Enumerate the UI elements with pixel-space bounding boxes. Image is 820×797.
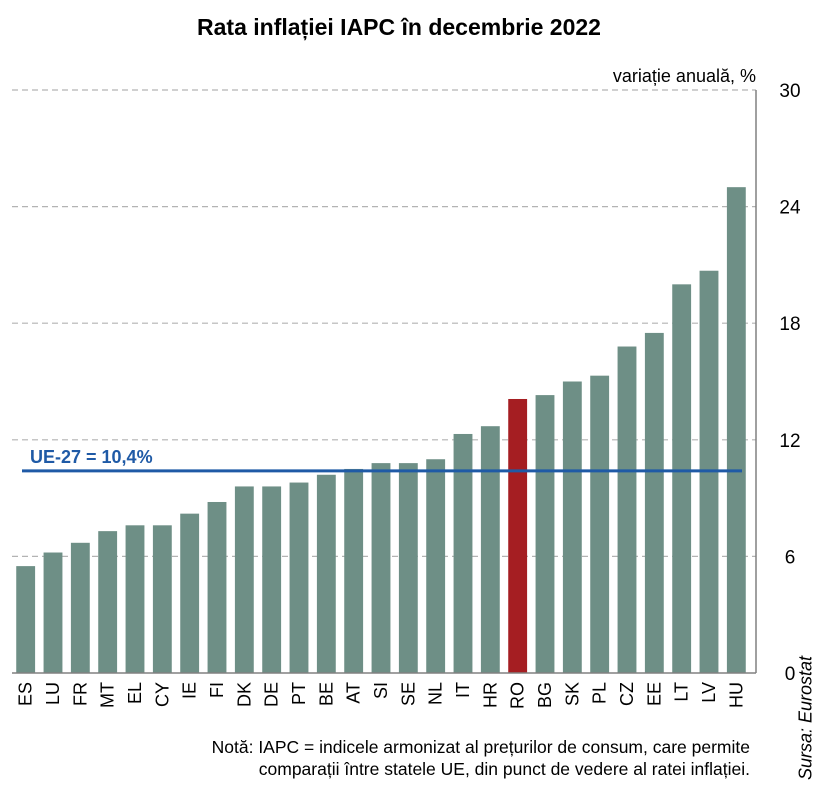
y-axis-label: variație anuală, % [612, 66, 756, 86]
x-tick-label: SK [562, 682, 582, 706]
x-tick-label: DE [262, 682, 282, 707]
x-tick-label: NL [426, 682, 446, 705]
bar-pl [590, 375, 610, 673]
y-tick-label: 12 [779, 431, 800, 452]
x-tick-label: ES [16, 682, 36, 706]
x-tick-label: EE [644, 682, 664, 706]
chart-title: Rata inflației IAPC în decembrie 2022 [197, 14, 601, 40]
x-tick-label: FI [207, 682, 227, 698]
x-tick-label: HU [726, 682, 746, 708]
x-tick-label: BE [316, 682, 336, 706]
x-tick-label: SE [398, 682, 418, 706]
bar-de [262, 486, 282, 673]
bar-fi [207, 501, 227, 673]
bar-el [125, 525, 145, 673]
y-tick-label: 0 [785, 664, 796, 685]
footnote-line-1: Notă: IAPC = indicele armonizat al prețu… [211, 737, 750, 757]
bar-dk [234, 486, 254, 673]
x-tick-label: AT [344, 682, 364, 704]
footnote: Notă: IAPC = indicele armonizat al prețu… [60, 736, 750, 780]
x-tick-label: MT [98, 682, 118, 708]
x-tick-label: BG [535, 682, 555, 708]
bar-lu [43, 552, 63, 673]
bar-ie [180, 513, 200, 673]
bar-hu [726, 187, 746, 673]
x-tick-label: IE [180, 682, 200, 699]
bar-at [344, 468, 364, 673]
x-tick-label: CY [152, 682, 172, 707]
bar-se [398, 463, 418, 673]
x-tick-label: PL [590, 682, 610, 704]
x-tick-label: CZ [617, 682, 637, 706]
x-tick-label: LU [43, 682, 63, 705]
x-tick-label: SI [371, 682, 391, 699]
x-tick-label: DK [234, 682, 254, 707]
bar-mt [98, 531, 118, 673]
x-tick-label: RO [508, 682, 528, 709]
x-tick-label: LT [672, 682, 692, 702]
bar-si [371, 463, 391, 673]
y-tick-label: 24 [779, 198, 801, 219]
x-tick-label: FR [70, 682, 90, 706]
bar-nl [426, 459, 446, 673]
bar-cz [617, 346, 637, 673]
footnote-line-2: comparații între statele UE, din punct d… [258, 759, 750, 779]
x-tick-label: EL [125, 682, 145, 704]
bar-ro [508, 398, 528, 673]
bar-ee [644, 332, 664, 673]
bar-it [453, 433, 473, 673]
y-tick-label: 30 [779, 81, 800, 102]
bar-hr [480, 426, 500, 673]
bar-bg [535, 395, 555, 673]
x-tick-label: HR [480, 682, 500, 708]
source-label: Sursa: Eurostat [795, 655, 816, 781]
bar-be [316, 474, 336, 673]
bar-fr [70, 542, 90, 673]
y-tick-label: 6 [785, 547, 796, 568]
x-tick-label: LV [699, 682, 719, 703]
x-tick-label: PT [289, 682, 309, 705]
eu-average-label: UE-27 = 10,4% [30, 447, 153, 467]
bar-sk [562, 381, 582, 673]
y-tick-label: 18 [779, 314, 800, 335]
bar-lt [672, 284, 692, 673]
bar-cy [152, 525, 172, 673]
bar-pt [289, 482, 309, 673]
bar-es [16, 566, 36, 673]
x-tick-label: IT [453, 682, 473, 698]
